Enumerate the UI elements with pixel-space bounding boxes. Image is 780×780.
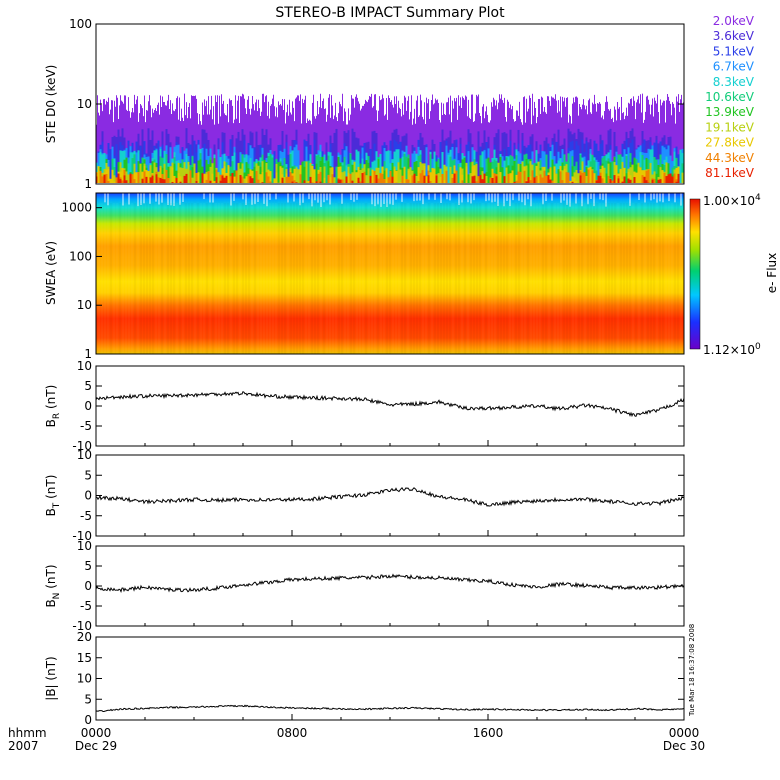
br-panel: -10 -5 0 5 10 BR (nT) (44, 359, 685, 453)
ste-series-81.1keV (95, 172, 680, 183)
bmag-tick-label: 15 (77, 651, 92, 665)
ste-tick-label: 1 (84, 177, 92, 191)
bmag-tick-label: 5 (84, 692, 92, 706)
swea-striations (95, 193, 682, 354)
bt-tick-label: -5 (80, 509, 92, 523)
ste-tick-label: 10 (77, 97, 92, 111)
legend-item: 13.9keV (705, 105, 755, 119)
x-tick-label: 1600 (473, 726, 504, 740)
bn-trace (95, 573, 685, 594)
magnetic-field-panels: -10 -5 0 5 10 BR (nT) -10 -5 0 5 10 BT (nT) -10 -5 0 5 1… (44, 359, 685, 727)
br-frame (95, 365, 685, 447)
ste-tick-label: 100 (69, 17, 92, 31)
ste-ylabel: STE D0 (keV) (44, 65, 58, 144)
legend-item: 19.1keV (705, 120, 755, 134)
bmag-tick-label: 10 (77, 672, 92, 686)
legend-item: 3.6keV (713, 29, 755, 43)
bn-tick-label: 5 (84, 559, 92, 573)
bn-tick-label: -5 (80, 599, 92, 613)
legend-item: 10.6keV (705, 90, 755, 104)
br-tick-label: -5 (80, 419, 92, 433)
ste-y-ticks: 1 10 100 (69, 17, 684, 191)
bt-ylabel: BT (nT) (44, 475, 62, 517)
bt-tick-label: 0 (84, 489, 92, 503)
bmag-panel: 0 5 10 15 20 |B| (nT) (44, 630, 685, 727)
swea-tick-label: 1 (84, 347, 92, 361)
swea-y-ticks: 1 10 100 1000 (61, 201, 102, 361)
legend-item: 81.1keV (705, 166, 755, 180)
swea-tick-label: 100 (69, 249, 92, 263)
legend-item: 8.3keV (713, 75, 755, 89)
bmag-trace (95, 704, 685, 712)
swea-frame (95, 192, 685, 355)
x-tick-label: 0000 (669, 726, 700, 740)
plot-title: STEREO-B IMPACT Summary Plot (275, 5, 505, 21)
x-tick-date: Dec 29 (75, 739, 117, 753)
bn-panel: -10 -5 0 5 10 BN (nT) (44, 539, 685, 633)
bt-tick-label: 5 (84, 468, 92, 482)
swea-heatmap (96, 193, 684, 354)
colorbar (689, 198, 701, 350)
colorbar-label: e- Flux (765, 253, 779, 293)
legend-item: 27.8keV (705, 136, 755, 150)
legend-item: 5.1keV (713, 44, 755, 58)
br-ylabel: BR (nT) (44, 385, 62, 428)
legend-item: 2.0keV (713, 14, 755, 28)
bmag-ylabel: |B| (nT) (44, 656, 58, 700)
x-axis-label-hhmm: hhmm (8, 726, 47, 740)
ste-energy-bars (95, 93, 684, 183)
bn-tick-label: 0 (84, 579, 92, 593)
bn-ylabel: BN (nT) (44, 564, 62, 607)
br-trace (95, 391, 685, 418)
br-tick-label: 10 (77, 359, 92, 373)
bmag-tick-label: 20 (77, 630, 92, 644)
bt-panel: -10 -5 0 5 10 BT (nT) (44, 448, 685, 543)
br-tick-label: 5 (84, 379, 92, 393)
colorbar-min-label: 1.12×100 (703, 342, 761, 357)
br-tick-label: 0 (84, 399, 92, 413)
bt-tick-label: 10 (77, 448, 92, 462)
legend-item: 44.3keV (705, 151, 755, 165)
legend-item: 6.7keV (713, 60, 755, 74)
bt-tick-label: -10 (72, 529, 92, 543)
x-tick-label: 0800 (277, 726, 308, 740)
bt-frame (95, 454, 685, 537)
x-axis-label-year: 2007 (8, 739, 39, 753)
bt-trace (95, 486, 685, 507)
swea-panel: 1 10 100 1000 SWEA (eV) 1.00×104 1.12×100 e… (44, 192, 779, 361)
swea-tick-label: 10 (77, 298, 92, 312)
x-tick-label: 0000 (81, 726, 112, 740)
x-tick-date: Dec 30 (663, 739, 705, 753)
br-tick-label: -10 (72, 439, 92, 453)
bn-tick-label: -10 (72, 619, 92, 633)
colorbar-max-label: 1.00×104 (703, 193, 761, 208)
bmag-tick-label: 0 (84, 713, 92, 727)
swea-ylabel: SWEA (eV) (44, 241, 58, 305)
timestamp: Tue Mar 18 16:37:08 2008 (688, 624, 696, 717)
swea-tick-label: 1000 (61, 201, 92, 215)
bn-tick-label: 10 (77, 539, 92, 553)
